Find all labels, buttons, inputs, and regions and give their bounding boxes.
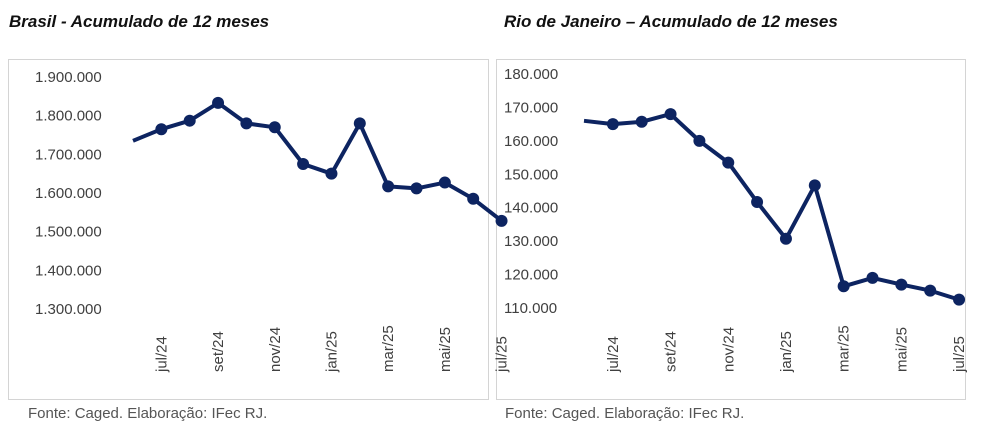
- data-point: [155, 123, 168, 136]
- data-point: [924, 284, 937, 297]
- chart-title-brasil: Brasil - Acumulado de 12 meses: [9, 12, 270, 31]
- chart-frame-rio: [496, 59, 966, 400]
- y-tick-label: 1.900.000: [35, 69, 102, 86]
- series-line: [583, 112, 960, 302]
- y-tick-label: 130.000: [504, 233, 558, 250]
- x-tick-label: jul/24: [605, 336, 622, 373]
- source-note-brasil: Fonte: Caged. Elaboração: IFec RJ.: [28, 405, 268, 422]
- y-tick-label: 1.700.000: [35, 146, 102, 163]
- data-point: [438, 176, 451, 189]
- x-tick-label: mar/25: [836, 325, 853, 372]
- x-tick-label: jan/25: [323, 331, 340, 373]
- data-point: [212, 96, 225, 109]
- x-tick-label: mai/25: [893, 327, 910, 372]
- data-point: [779, 232, 792, 245]
- data-point: [467, 192, 480, 205]
- data-point: [410, 182, 423, 195]
- y-tick-label: 140.000: [504, 200, 558, 217]
- data-point: [837, 280, 850, 293]
- x-tick-label: jul/24: [153, 336, 170, 373]
- chart-frame-brasil: [8, 59, 489, 400]
- data-point: [866, 271, 879, 284]
- data-point: [353, 117, 366, 130]
- y-tick-label: 1.600.000: [35, 185, 102, 202]
- x-tick-label: nov/24: [267, 327, 284, 372]
- y-tick-label: 180.000: [504, 66, 558, 83]
- y-tick-label: 110.000: [504, 300, 557, 317]
- source-note-rio: Fonte: Caged. Elaboração: IFec RJ.: [505, 405, 745, 422]
- data-point: [495, 214, 508, 227]
- data-point: [382, 180, 395, 193]
- y-tick-label: 170.000: [504, 99, 558, 116]
- data-point: [183, 114, 196, 127]
- x-tick-label: set/24: [663, 331, 680, 372]
- data-point: [693, 134, 706, 147]
- data-point: [751, 196, 764, 209]
- x-tick-label: set/24: [210, 331, 227, 372]
- y-tick-label: 1.500.000: [35, 224, 102, 241]
- chart-rio: 110.000 120.000 130.000 140.000 150.000 160.0…: [504, 66, 968, 373]
- data-point: [606, 118, 619, 131]
- data-point: [664, 108, 677, 121]
- x-tick-label: nov/24: [720, 327, 737, 372]
- y-tick-label: 160.000: [504, 133, 558, 150]
- x-tick-label: mai/25: [437, 327, 454, 372]
- y-tick-label: 1.400.000: [35, 262, 102, 279]
- y-tick-label: 1.800.000: [35, 108, 102, 125]
- chart-brasil: 1.300.000 1.400.000 1.500.000 1.600.000 1.70…: [35, 69, 511, 373]
- data-point: [953, 293, 966, 306]
- x-tick-label: jan/25: [778, 331, 795, 373]
- data-point: [240, 117, 253, 130]
- data-point: [325, 167, 338, 180]
- y-tick-label: 150.000: [504, 166, 558, 183]
- data-point: [722, 156, 735, 169]
- data-point: [895, 278, 908, 291]
- data-point: [808, 179, 821, 192]
- y-tick-label: 120.000: [504, 267, 558, 284]
- data-point: [268, 121, 281, 134]
- x-tick-label: mar/25: [380, 325, 397, 372]
- chart-title-rio: Rio de Janeiro – Acumulado de 12 meses: [504, 12, 838, 31]
- x-tick-label: jul/25: [494, 336, 511, 373]
- x-tick-label: jul/25: [951, 336, 968, 373]
- data-point: [635, 115, 648, 128]
- y-tick-label: 1.300.000: [35, 301, 102, 318]
- data-point: [297, 158, 310, 170]
